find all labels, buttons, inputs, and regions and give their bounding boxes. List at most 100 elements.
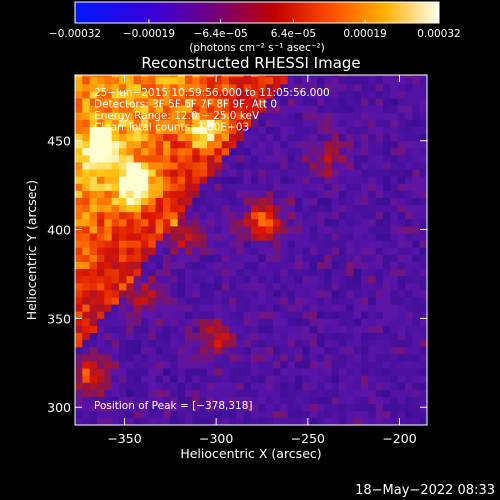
heatmap-cell — [273, 126, 281, 135]
heatmap-cell — [317, 289, 325, 298]
heatmap-cell — [155, 304, 164, 312]
heatmap-cell — [273, 311, 281, 319]
heatmap-cell — [390, 325, 399, 334]
heatmap-cell — [141, 361, 149, 369]
heatmap-cell — [148, 346, 157, 355]
heatmap-cell — [199, 261, 208, 270]
heatmap-cell — [126, 154, 135, 163]
heatmap-cell — [295, 98, 303, 106]
heatmap-cell — [280, 218, 289, 227]
heatmap-cell — [353, 140, 362, 149]
heatmap-cell — [265, 183, 274, 191]
heatmap-cell — [258, 304, 267, 312]
heatmap-cell — [163, 140, 171, 149]
heatmap-cell — [82, 297, 91, 305]
heatmap-cell — [214, 254, 223, 262]
heatmap-cell — [97, 275, 105, 284]
heatmap-cell — [280, 311, 289, 319]
heatmap-cell — [141, 353, 149, 362]
heatmap-cell — [155, 133, 164, 142]
heatmap-cell — [405, 133, 413, 142]
heatmap-cell — [243, 190, 252, 198]
heatmap-cell — [214, 325, 223, 334]
heatmap-cell — [89, 90, 98, 99]
heatmap-cell — [309, 226, 318, 234]
heatmap-cell — [339, 325, 347, 334]
heatmap-cell — [287, 105, 296, 113]
heatmap-cell — [287, 183, 296, 191]
heatmap-cell — [119, 261, 127, 270]
heatmap-cell — [185, 389, 193, 397]
heatmap-cell — [185, 154, 193, 163]
heatmap-cell — [97, 176, 105, 184]
heatmap-cell — [170, 169, 179, 177]
heatmap-cell — [133, 353, 142, 362]
heatmap-cell — [111, 261, 120, 270]
heatmap-cell — [155, 410, 164, 419]
heatmap-cell — [148, 83, 157, 92]
heatmap-cell — [207, 154, 215, 163]
heatmap-cell — [104, 254, 113, 262]
heatmap-cell — [309, 247, 318, 255]
heatmap-cell — [214, 98, 223, 106]
heatmap-cell — [243, 162, 252, 170]
heatmap-cell — [368, 403, 377, 412]
heatmap-cell — [375, 389, 384, 397]
heatmap-cell — [207, 311, 215, 319]
heatmap-cell — [353, 218, 362, 227]
heatmap-cell — [302, 339, 311, 348]
heatmap-cell — [346, 417, 355, 425]
heatmap-cell — [207, 162, 215, 170]
heatmap-cell — [155, 353, 164, 362]
heatmap-cell — [229, 254, 237, 262]
heatmap-cell — [229, 346, 237, 355]
heatmap-cell — [302, 254, 311, 262]
heatmap-cell — [368, 361, 377, 369]
heatmap-cell — [111, 226, 120, 234]
heatmap-cell — [331, 190, 340, 198]
heatmap-cell — [89, 197, 98, 206]
heatmap-cell — [141, 261, 149, 270]
heatmap-cell — [375, 375, 384, 383]
heatmap-cell — [419, 112, 427, 120]
heatmap-cell — [229, 410, 237, 419]
heatmap-cell — [419, 140, 427, 149]
heatmap-cell — [412, 133, 421, 142]
heatmap-cell — [251, 133, 259, 142]
heatmap-cell — [390, 389, 399, 397]
annotation-line: 25−Jun−2015 10:59:56.000 to 11:05:56.000 — [94, 87, 330, 99]
heatmap-cell — [207, 176, 215, 184]
heatmap-cell — [82, 190, 91, 198]
heatmap-cell — [221, 297, 230, 305]
heatmap-cell — [75, 396, 83, 405]
heatmap-cell — [419, 204, 427, 213]
heatmap-cell — [353, 154, 362, 163]
heatmap-cell — [133, 90, 142, 99]
heatmap-cell — [302, 76, 311, 85]
heatmap-cell — [309, 339, 318, 348]
heatmap-cell — [405, 83, 413, 92]
heatmap-cell — [419, 247, 427, 255]
heatmap-cell — [170, 389, 179, 397]
heatmap-cell — [236, 339, 245, 348]
heatmap-cell — [133, 211, 142, 220]
heatmap-cell — [383, 339, 391, 348]
heatmap-cell — [155, 240, 164, 248]
heatmap-cell — [141, 254, 149, 262]
heatmap-cell — [133, 133, 142, 142]
heatmap-cell — [97, 311, 105, 319]
heatmap-cell — [273, 361, 281, 369]
heatmap-cell — [243, 176, 252, 184]
heatmap-cell — [331, 396, 340, 405]
heatmap-cell — [375, 297, 384, 305]
heatmap-cell — [148, 169, 157, 177]
heatmap-cell — [126, 126, 135, 135]
heatmap-cell — [353, 75, 362, 78]
heatmap-cell — [251, 119, 259, 127]
heatmap-cell — [104, 417, 113, 425]
heatmap-cell — [368, 75, 377, 78]
heatmap-cell — [287, 247, 296, 255]
heatmap-cell — [111, 83, 120, 92]
heatmap-cell — [229, 183, 237, 191]
heatmap-cell — [199, 396, 208, 405]
